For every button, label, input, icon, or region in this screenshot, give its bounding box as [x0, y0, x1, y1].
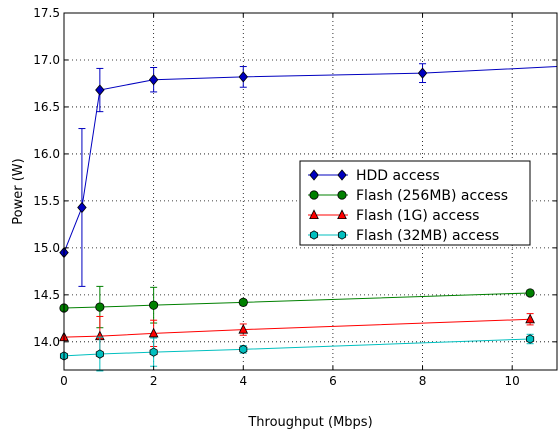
legend-entry: Flash (32MB) access [308, 228, 499, 244]
legend-label: Flash (256MB) access [356, 188, 508, 204]
y-tick-label: 17.0 [33, 53, 60, 67]
legend-marker [337, 190, 347, 200]
legend-marker [309, 190, 319, 200]
legend-marker [309, 209, 319, 220]
data-point [525, 288, 535, 298]
legend-marker [337, 169, 347, 181]
y-tick-label: 14.5 [33, 288, 60, 302]
legend-label: Flash (1G) access [356, 208, 479, 224]
legend-entry: Flash (256MB) access [308, 188, 508, 204]
data-point [77, 201, 87, 214]
legend-marker [309, 230, 319, 240]
data-point [149, 347, 158, 357]
x-tick-label: 6 [329, 374, 337, 388]
series-4 [59, 333, 535, 372]
data-point [239, 344, 248, 354]
y-tick-label: 16.0 [33, 147, 60, 161]
data-point [525, 313, 535, 324]
data-point [95, 349, 104, 359]
x-tick-label: 4 [239, 374, 247, 388]
y-axis-label: Power (W) [11, 158, 26, 224]
legend-entry: HDD access [308, 168, 440, 184]
data-point [238, 71, 248, 83]
data-point [238, 323, 249, 334]
x-tick-label: 0 [60, 374, 68, 388]
data-point [95, 302, 105, 312]
legend: HDD access Flash (256MB) access Flash (1G)… [299, 160, 531, 246]
y-tick-label: 15.5 [33, 194, 60, 208]
data-point [149, 300, 159, 310]
legend-entry: Flash (1G) access [308, 208, 479, 224]
x-tick-label: 2 [150, 374, 158, 388]
y-tick-label: 17.5 [33, 6, 60, 20]
series-1 [59, 63, 557, 287]
x-tick-label: 8 [419, 374, 427, 388]
data-point [417, 67, 428, 79]
legend-marker [337, 230, 347, 240]
data-point [95, 84, 105, 96]
legend-label: Flash (32MB) access [356, 228, 499, 244]
y-tick-label: 16.5 [33, 100, 60, 114]
y-tick-label: 14.0 [33, 335, 60, 349]
series-3 [59, 313, 535, 357]
data-point [148, 327, 159, 338]
plot-frame [63, 12, 558, 371]
data-point [526, 334, 535, 344]
y-tick-label: 15.0 [33, 241, 60, 255]
data-point [238, 297, 248, 307]
x-tick-label: 10 [505, 374, 520, 388]
legend-marker [337, 209, 347, 220]
legend-label: HDD access [356, 168, 440, 184]
x-axis-label: Throughput (Mbps) [247, 415, 372, 429]
legend-marker [309, 169, 319, 181]
data-point [148, 74, 159, 86]
axis-ticks: 0 2 4 6 8 10 14.0 14.5 15.0 15.5 16.0 16.5 17.0 17.5 [33, 6, 557, 388]
